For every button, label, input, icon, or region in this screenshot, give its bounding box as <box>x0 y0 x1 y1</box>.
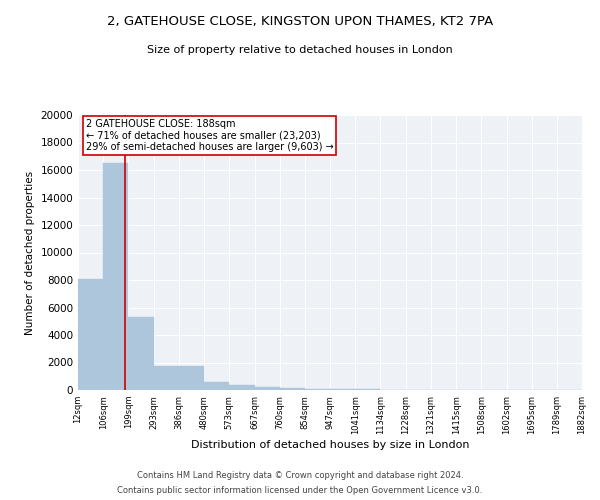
Bar <box>280 388 305 390</box>
Text: 2 GATEHOUSE CLOSE: 188sqm
← 71% of detached houses are smaller (23,203)
29% of s: 2 GATEHOUSE CLOSE: 188sqm ← 71% of detac… <box>86 119 334 152</box>
Bar <box>179 366 204 390</box>
Bar <box>128 317 154 390</box>
Bar <box>229 385 254 390</box>
Bar <box>305 388 330 390</box>
Text: 2, GATEHOUSE CLOSE, KINGSTON UPON THAMES, KT2 7PA: 2, GATEHOUSE CLOSE, KINGSTON UPON THAMES… <box>107 15 493 28</box>
Text: Size of property relative to detached houses in London: Size of property relative to detached ho… <box>147 45 453 55</box>
Bar <box>78 278 103 390</box>
Bar <box>254 387 280 390</box>
X-axis label: Distribution of detached houses by size in London: Distribution of detached houses by size … <box>191 440 469 450</box>
Text: Contains HM Land Registry data © Crown copyright and database right 2024.: Contains HM Land Registry data © Crown c… <box>137 471 463 480</box>
Bar <box>154 366 179 390</box>
Bar <box>103 163 128 390</box>
Text: Contains public sector information licensed under the Open Government Licence v3: Contains public sector information licen… <box>118 486 482 495</box>
Bar <box>330 388 355 390</box>
Bar <box>204 382 229 390</box>
Y-axis label: Number of detached properties: Number of detached properties <box>25 170 35 334</box>
